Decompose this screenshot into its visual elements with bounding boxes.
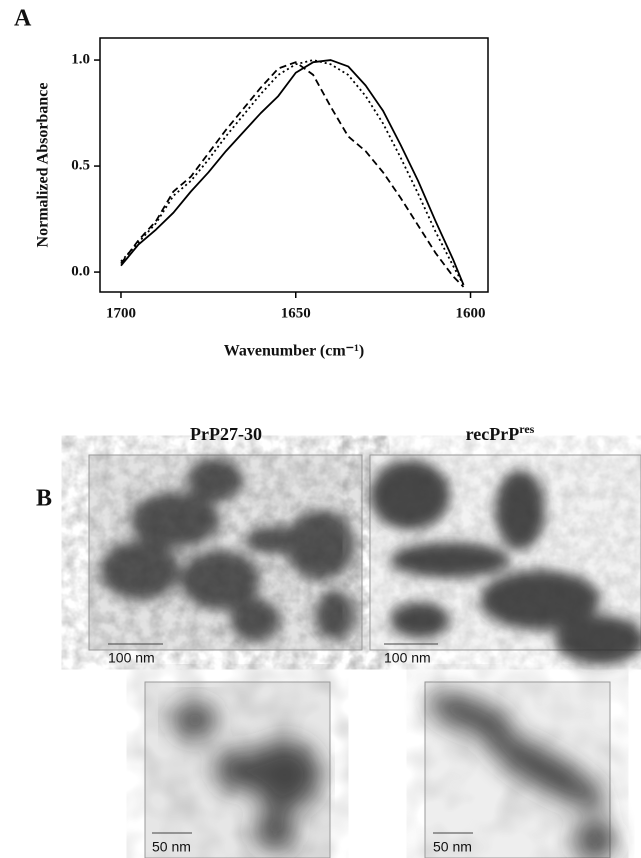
line-series [120, 59, 465, 286]
scale-bars [108, 643, 473, 834]
plot-frame [99, 37, 489, 293]
x-tick-label: 1600 [456, 305, 486, 321]
y-tick-label: 0.0 [71, 264, 90, 280]
micrograph [369, 454, 641, 665]
title-sup: res [519, 422, 534, 436]
y-tick-label: 1.0 [71, 51, 90, 67]
scale-bar-label: 50 nm [152, 839, 191, 855]
x-axis-label: Wavenumber (cm⁻¹) [224, 343, 364, 360]
image-title: recPrPres [466, 422, 535, 444]
panel-label: A [14, 6, 32, 32]
scale-bar-label: 100 nm [108, 650, 155, 666]
image-title: PrP27-30 [190, 424, 262, 444]
line-series [120, 59, 465, 286]
scale-bar-label: 100 nm [384, 650, 431, 666]
plot: 0.0 0.5 1.0 1700 1650 1600 [71, 51, 485, 321]
scale-bar-label: 50 nm [433, 839, 472, 855]
micrograph [88, 454, 363, 651]
title-text: recPrP [466, 424, 520, 444]
micrograph [424, 681, 615, 858]
micrograph [144, 681, 331, 858]
y-tick-label: 0.5 [71, 157, 90, 173]
y-axis-label: Normalized Absorbance [35, 83, 52, 248]
x-tick-label: 1650 [281, 305, 311, 321]
line-series [120, 61, 465, 288]
x-tick-label: 1700 [106, 305, 136, 321]
panel-label: B [36, 486, 52, 512]
